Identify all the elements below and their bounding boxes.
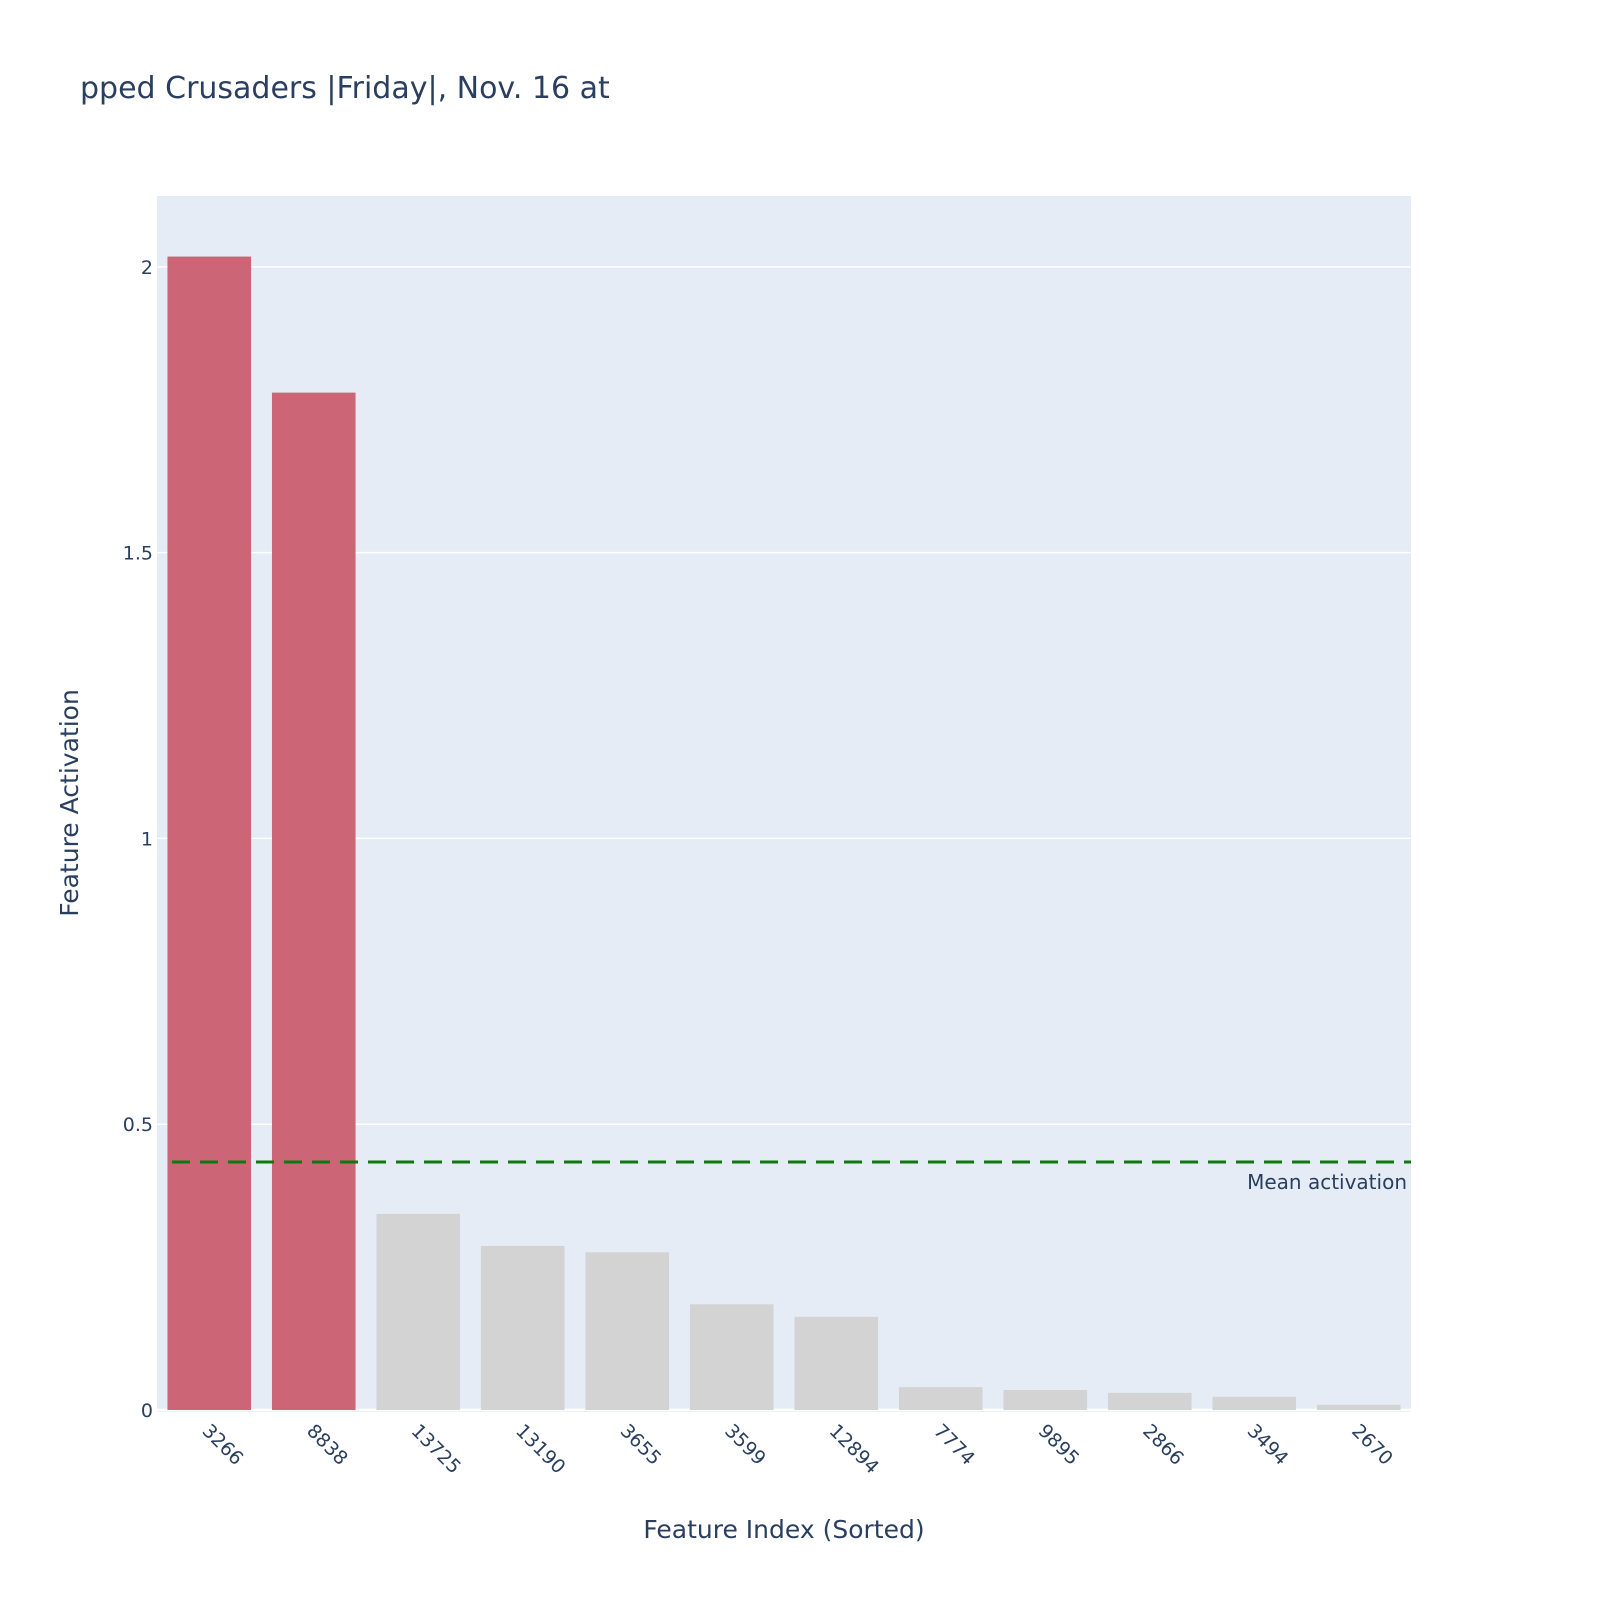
mean-activation-label: Mean activation <box>1247 1170 1407 1194</box>
bar-2866[interactable] <box>1107 1392 1192 1410</box>
x-tick-label: 7774 <box>929 1420 979 1470</box>
x-tick-label: 3266 <box>198 1420 248 1470</box>
y-tick-label: 0 <box>141 1400 153 1422</box>
x-tick-label: 12894 <box>825 1420 883 1478</box>
bars <box>167 256 1401 1411</box>
bar-3494[interactable] <box>1212 1396 1297 1410</box>
y-tick-label: 1.5 <box>123 543 153 565</box>
plot-background <box>157 196 1411 1412</box>
bar-3266[interactable] <box>167 256 252 1410</box>
x-tick-label: 9895 <box>1034 1420 1084 1470</box>
x-axis-label: Feature Index (Sorted) <box>643 1515 924 1544</box>
x-tick-label: 13725 <box>407 1420 465 1478</box>
bar-2670[interactable] <box>1316 1404 1401 1410</box>
bar-8838[interactable] <box>271 392 356 1411</box>
x-tick-label: 3655 <box>616 1420 666 1470</box>
x-tick-labels: 3266 8838 13725 13190 3655 3599 12894 7774 9895 2… <box>198 1420 1397 1478</box>
y-tick-label: 0.5 <box>123 1114 153 1136</box>
chart-title: pped Crusaders |Friday|, Nov. 16 at <box>80 71 610 106</box>
x-tick-label: 8838 <box>302 1420 352 1470</box>
y-tick-labels: 0 0.5 1 1.5 2 <box>123 257 153 1422</box>
x-tick-label: 13190 <box>511 1420 569 1478</box>
bar-12894[interactable] <box>794 1316 879 1410</box>
y-axis-label: Feature Activation <box>55 689 84 917</box>
bar-13190[interactable] <box>480 1245 565 1410</box>
x-tick-label: 3494 <box>1243 1420 1293 1470</box>
bar-3599[interactable] <box>689 1304 774 1410</box>
gridlines <box>157 266 1411 1412</box>
y-tick-label: 2 <box>141 257 153 279</box>
x-tick-label: 2866 <box>1138 1420 1188 1470</box>
bar-7774[interactable] <box>898 1387 983 1410</box>
x-tick-label: 3599 <box>720 1420 770 1470</box>
bar-9895[interactable] <box>1003 1389 1088 1410</box>
x-tick-label: 2670 <box>1347 1420 1397 1470</box>
y-tick-label: 1 <box>141 828 153 850</box>
bar-13725[interactable] <box>376 1213 461 1410</box>
bar-3655[interactable] <box>585 1252 670 1410</box>
